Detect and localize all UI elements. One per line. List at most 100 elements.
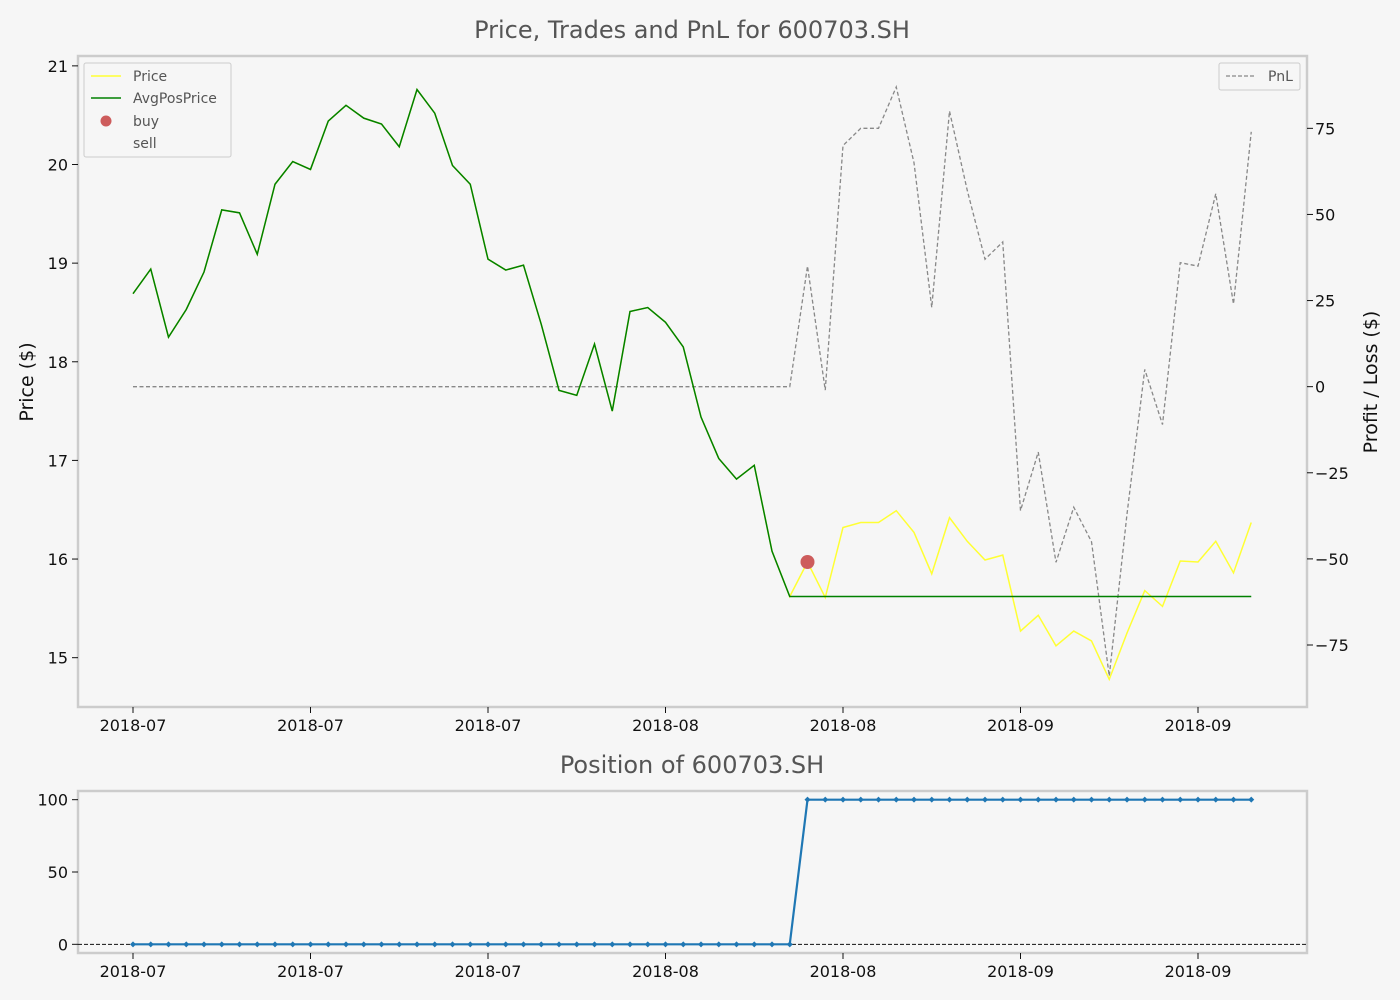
price-x-tick-label: 2018-09 [1165,716,1232,735]
position-marker [502,941,509,948]
price-x-tick-label: 2018-08 [810,716,877,735]
position-marker [946,796,953,803]
position-marker [786,941,793,948]
pnl-y-tick-label: 25 [1315,292,1335,311]
price-y-tick-label: 20 [48,156,68,175]
position-marker [1248,796,1255,803]
position-marker [999,796,1006,803]
position-series-group [78,796,1307,948]
position-marker [644,941,651,948]
pnl-y-tick-label: 50 [1315,205,1335,224]
pnl-legend-box [1218,62,1301,91]
position-marker [733,941,740,948]
price-x-tick-label: 2018-07 [455,716,522,735]
position-marker [236,941,243,948]
position-x-tick-label: 2018-09 [987,962,1054,981]
position-marker [857,796,864,803]
position-x-tick-label: 2018-07 [277,962,344,981]
price-x-tick-label: 2018-07 [277,716,344,735]
price-x-axis: 2018-07 2018-07 2018-07 2018-08 2018-08 2018-… [100,707,1232,735]
pnl-line [133,84,1252,677]
position-x-tick-label: 2018-08 [632,962,699,981]
buy-marker [800,555,815,570]
position-marker [1106,796,1113,803]
position-marker [982,796,988,803]
position-marker [307,941,314,948]
price-series-group [132,84,1252,682]
pnl-y-tick-label: 0 [1315,378,1325,397]
position-marker [201,941,207,948]
position-marker [911,796,917,803]
position-marker [1017,796,1024,803]
price-y-tick-label: 17 [48,451,68,470]
price-y-axis-label: Price ($) [16,342,38,421]
position-marker [183,941,190,948]
price-legend-box [83,62,232,158]
position-marker [449,941,456,948]
price-y-tick-label: 21 [48,57,68,76]
position-marker [467,941,474,948]
position-x-tick-label: 2018-09 [1165,962,1232,981]
price-y-tick-label: 18 [48,353,68,372]
position-marker [378,941,385,948]
position-marker [325,941,332,948]
position-y-tick-label: 0 [58,935,68,954]
position-marker [928,796,935,803]
position-marker [591,941,598,948]
position-marker [1141,796,1148,803]
position-marker [556,941,562,948]
position-marker [751,941,758,948]
legend-price-label: Price [133,69,167,85]
avgposprice-line [132,87,1252,598]
position-marker [1230,796,1237,803]
position-marker [680,941,687,948]
position-marker [1177,796,1184,803]
position-marker [893,796,900,803]
pnl-y-tick-label: 75 [1315,119,1335,138]
position-marker [875,796,882,803]
price-y-tick-label: 16 [48,550,68,569]
position-marker [289,941,296,948]
position-marker [360,941,367,948]
price-y-tick-label: 15 [48,649,68,668]
position-marker [130,941,136,948]
position-marker [1070,796,1077,803]
position-plot-area [76,789,1309,955]
pnl-y-tick-label: −50 [1315,550,1349,569]
pnl-legend: PnL [1218,62,1301,91]
price-chart-title: Price, Trades and PnL for 600703.SH [474,16,910,44]
position-x-axis: 2018-07 2018-07 2018-07 2018-08 2018-08 2018-… [100,953,1232,981]
position-marker [414,941,420,948]
position-marker [1088,796,1095,803]
position-marker [520,941,527,948]
position-marker [609,941,616,948]
position-marker [1124,796,1130,803]
price-x-tick-label: 2018-09 [987,716,1054,735]
position-marker [715,941,722,948]
price-x-tick-label: 2018-08 [632,716,699,735]
position-marker [396,941,403,948]
position-y-tick-label: 100 [37,791,68,810]
position-x-tick-label: 2018-07 [100,962,167,981]
position-x-tick-label: 2018-08 [810,962,877,981]
position-marker [964,796,971,803]
legend-pnl-label: PnL [1268,69,1293,85]
position-x-tick-label: 2018-07 [455,962,522,981]
legend-avgposprice-label: AvgPosPrice [133,91,217,107]
price-y-tick-label: 19 [48,254,68,273]
position-marker [804,796,811,803]
position-marker [769,941,775,948]
legend-sell-label: sell [133,136,157,152]
position-marker [165,941,172,948]
position-marker [431,941,438,948]
pnl-y-tick-label: −25 [1315,464,1349,483]
legend-buy-marker [100,115,112,127]
position-y-axis: 0 50 100 [37,791,78,954]
pnl-y-axis: −75 −50 −25 0 25 50 75 [1307,119,1349,655]
position-marker [662,941,669,948]
position-marker [1159,796,1166,803]
position-chart-title: Position of 600703.SH [560,751,824,779]
